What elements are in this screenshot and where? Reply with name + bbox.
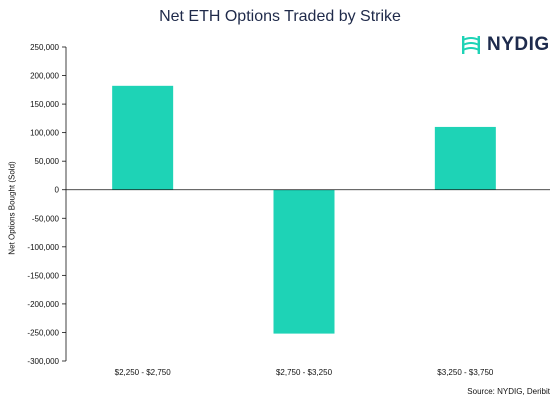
bar <box>434 126 496 190</box>
bar <box>112 85 174 190</box>
y-tick-label: -250,000 <box>27 328 59 337</box>
y-tick-label: 0 <box>55 186 60 195</box>
y-tick-label: 50,000 <box>35 157 60 166</box>
nydig-logo: NYDIG <box>460 32 550 58</box>
y-tick-label: 150,000 <box>30 100 59 109</box>
source-note: Source: NYDIG, Deribit <box>467 387 550 396</box>
bar <box>273 189 335 334</box>
y-tick-label: 250,000 <box>30 43 59 52</box>
y-tick-label: -50,000 <box>32 214 60 223</box>
x-tick-label: $3,250 - $3,750 <box>437 368 494 377</box>
logo-text: NYDIG <box>487 34 550 55</box>
x-tick-label: $2,250 - $2,750 <box>115 368 172 377</box>
y-tick-label: -100,000 <box>27 243 59 252</box>
y-tick-label: 100,000 <box>30 129 59 138</box>
chart-title: Net ETH Options Traded by Strike <box>159 8 401 25</box>
y-tick-label: -200,000 <box>27 300 59 309</box>
y-tick-label: -150,000 <box>27 271 59 280</box>
x-tick-label: $2,750 - $3,250 <box>276 368 333 377</box>
nydig-logo-icon <box>462 36 480 54</box>
y-tick-label: -300,000 <box>27 357 59 366</box>
y-tick-label: 200,000 <box>30 72 59 81</box>
